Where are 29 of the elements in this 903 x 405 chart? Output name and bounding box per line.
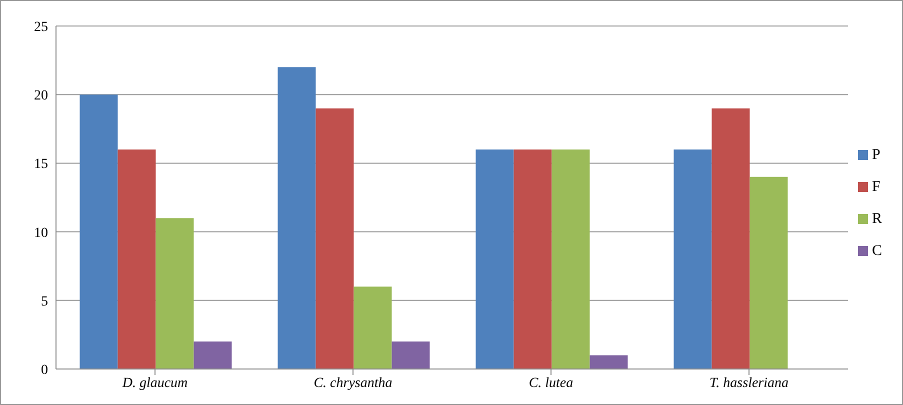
x-tick-label: D. glaucum (121, 376, 188, 391)
legend-label: R (872, 210, 882, 226)
bar (674, 149, 712, 369)
y-tick-label: 25 (34, 20, 48, 35)
legend-label: C (872, 242, 882, 258)
y-tick-label: 5 (41, 294, 48, 310)
bar (514, 149, 552, 369)
x-tick-label: T. hassleriana (709, 376, 789, 391)
bar (552, 149, 590, 369)
bar (118, 149, 156, 369)
bar (80, 94, 118, 369)
bar (354, 286, 392, 369)
x-tick-label: C. chrysantha (314, 376, 392, 391)
bar (194, 342, 232, 369)
bar (750, 176, 788, 369)
bar (590, 355, 628, 369)
legend-label: F (872, 178, 880, 194)
x-tick-label: C. lutea (528, 376, 574, 391)
bar (476, 149, 514, 369)
y-tick-label: 0 (41, 362, 48, 378)
bar (278, 67, 316, 369)
y-tick-label: 10 (34, 226, 48, 241)
y-tick-label: 20 (34, 88, 48, 104)
bar (392, 342, 430, 369)
bar (712, 108, 750, 369)
bar (316, 108, 354, 369)
bar (156, 218, 194, 369)
legend-label: P (872, 146, 880, 162)
y-tick-label: 15 (34, 157, 48, 172)
